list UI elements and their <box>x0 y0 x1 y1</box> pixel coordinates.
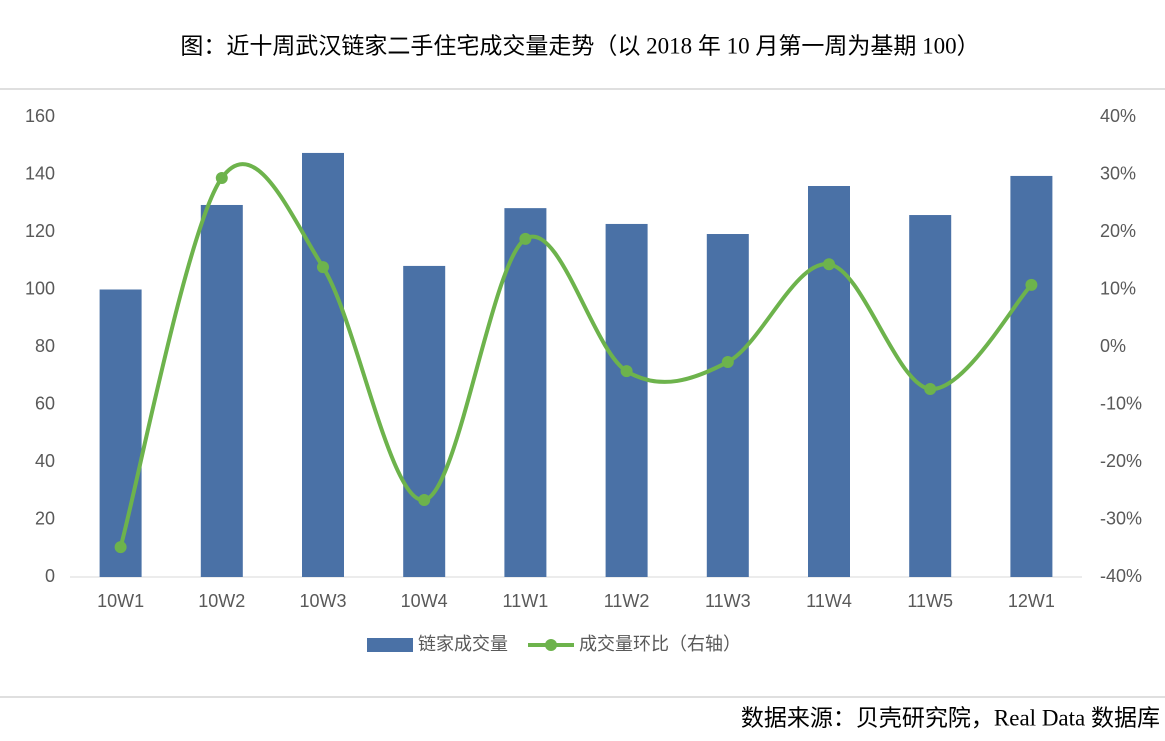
legend-swatch <box>545 639 557 651</box>
line <box>118 162 1033 548</box>
line-point <box>620 365 633 378</box>
x-tick-label: 10W1 <box>97 591 144 611</box>
y-tick-label: 40 <box>35 451 55 471</box>
bar <box>99 289 142 577</box>
legend-label: 成交量环比（右轴） <box>579 634 741 654</box>
line-point <box>1025 278 1038 291</box>
y2-tick-label: 30% <box>1100 163 1136 183</box>
line-point <box>317 261 329 274</box>
y2-tick-label: 0% <box>1100 336 1126 356</box>
bar <box>1010 175 1053 577</box>
bar <box>302 152 344 577</box>
y-tick-label: 160 <box>25 106 55 126</box>
bar <box>504 208 547 577</box>
y2-tick-label: -20% <box>1100 451 1142 471</box>
x-tick-label: 11W5 <box>907 591 953 611</box>
bar <box>808 186 850 577</box>
y2-tick-label: -30% <box>1100 508 1142 528</box>
x-tick-label: 11W3 <box>705 591 751 611</box>
y-tick-label: 100 <box>25 278 55 298</box>
line-point <box>418 493 431 506</box>
y2-tick-label: 40% <box>1100 106 1136 126</box>
y2-tick-label: -10% <box>1100 393 1142 413</box>
x-tick-label: 10W4 <box>401 591 448 611</box>
line-point <box>114 541 127 554</box>
bar <box>909 215 952 577</box>
line-point <box>823 258 835 271</box>
y-tick-label: 60 <box>35 393 55 413</box>
bar <box>605 223 648 577</box>
y-tick-label: 20 <box>35 508 55 528</box>
x-tick-label: 11W1 <box>503 591 549 611</box>
line-point <box>215 171 228 184</box>
bar <box>403 265 446 577</box>
x-tick-label: 12W1 <box>1008 591 1055 611</box>
y-tick-label: 0 <box>45 566 55 586</box>
legend-label: 链家成交量 <box>418 634 508 654</box>
line-point <box>519 232 532 245</box>
source: 数据来源：贝壳研究院，Real Data 数据库 <box>741 705 1160 730</box>
y2-tick-label: 10% <box>1100 278 1136 298</box>
x-tick-label: 11W2 <box>604 591 650 611</box>
y2-tick-label: 20% <box>1100 221 1136 241</box>
legend-swatch <box>367 638 413 652</box>
bar <box>706 234 749 577</box>
x-tick-label: 10W3 <box>299 591 346 611</box>
y-tick-label: 80 <box>35 336 55 356</box>
bar <box>200 204 243 577</box>
y2-tick-label: -40% <box>1100 566 1142 586</box>
y-tick-label: 120 <box>25 221 55 241</box>
x-tick-label: 11W4 <box>806 591 852 611</box>
line-point <box>721 355 734 368</box>
x-tick-label: 10W2 <box>198 591 245 611</box>
chart-title: 图：近十周武汉链家二手住宅成交量走势（以 2018 年 10 月第一周为基期 1… <box>180 33 979 58</box>
y-tick-label: 140 <box>25 163 55 183</box>
line-point <box>924 382 937 395</box>
